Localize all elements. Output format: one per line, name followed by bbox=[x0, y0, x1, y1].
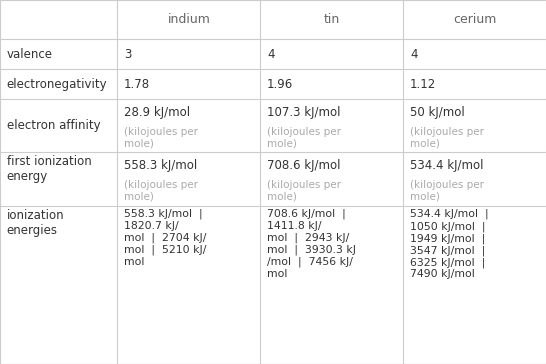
Text: (kilojoules per
mole): (kilojoules per mole) bbox=[124, 180, 198, 202]
Text: cerium: cerium bbox=[453, 13, 496, 26]
Text: 708.6 kJ/mol  |
1411.8 kJ/
mol  |  2943 kJ/
mol  |  3930.3 kJ
/mol  |  7456 kJ/
: 708.6 kJ/mol | 1411.8 kJ/ mol | 2943 kJ/… bbox=[267, 209, 356, 279]
Text: (kilojoules per
mole): (kilojoules per mole) bbox=[267, 127, 341, 149]
Text: 3: 3 bbox=[124, 48, 132, 60]
Text: 107.3 kJ/mol: 107.3 kJ/mol bbox=[267, 106, 341, 119]
Text: 28.9 kJ/mol: 28.9 kJ/mol bbox=[124, 106, 190, 119]
Text: 50 kJ/mol: 50 kJ/mol bbox=[410, 106, 465, 119]
Text: electron affinity: electron affinity bbox=[7, 119, 100, 132]
Text: (kilojoules per
mole): (kilojoules per mole) bbox=[410, 180, 484, 202]
Text: 558.3 kJ/mol  |
1820.7 kJ/
mol  |  2704 kJ/
mol  |  5210 kJ/
mol: 558.3 kJ/mol | 1820.7 kJ/ mol | 2704 kJ/… bbox=[124, 209, 206, 267]
Text: ionization
energies: ionization energies bbox=[7, 209, 64, 237]
Text: first ionization
energy: first ionization energy bbox=[7, 155, 91, 183]
Text: (kilojoules per
mole): (kilojoules per mole) bbox=[410, 127, 484, 149]
Text: 534.4 kJ/mol  |
1050 kJ/mol  |
1949 kJ/mol  |
3547 kJ/mol  |
6325 kJ/mol  |
7490: 534.4 kJ/mol | 1050 kJ/mol | 1949 kJ/mol… bbox=[410, 209, 489, 280]
Text: 708.6 kJ/mol: 708.6 kJ/mol bbox=[267, 159, 341, 172]
Text: valence: valence bbox=[7, 48, 52, 60]
Text: electronegativity: electronegativity bbox=[7, 78, 107, 91]
Text: 558.3 kJ/mol: 558.3 kJ/mol bbox=[124, 159, 197, 172]
Text: (kilojoules per
mole): (kilojoules per mole) bbox=[124, 127, 198, 149]
Text: (kilojoules per
mole): (kilojoules per mole) bbox=[267, 180, 341, 202]
Text: 4: 4 bbox=[410, 48, 418, 60]
Text: indium: indium bbox=[168, 13, 210, 26]
Text: 1.78: 1.78 bbox=[124, 78, 150, 91]
Text: tin: tin bbox=[324, 13, 340, 26]
Text: 534.4 kJ/mol: 534.4 kJ/mol bbox=[410, 159, 484, 172]
Text: 4: 4 bbox=[267, 48, 275, 60]
Text: 1.12: 1.12 bbox=[410, 78, 436, 91]
Text: 1.96: 1.96 bbox=[267, 78, 293, 91]
